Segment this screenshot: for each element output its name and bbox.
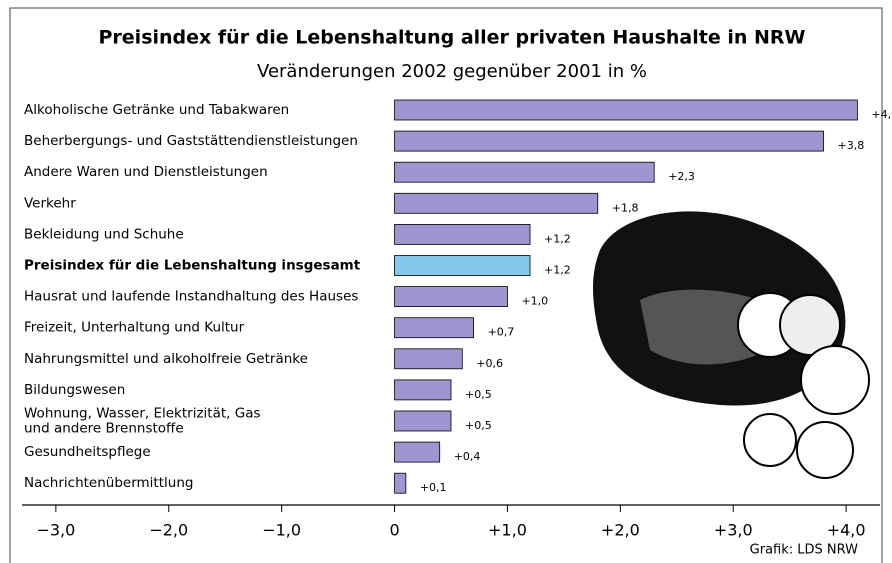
- category-label: Bekleidung und Schuhe: [24, 226, 184, 242]
- bar: [394, 348, 463, 370]
- source: Grafik: LDS NRW: [750, 543, 858, 558]
- x-tick-label: −2,0: [149, 521, 188, 540]
- category-label: Preisindex für die Lebenshaltung insgesa…: [24, 258, 361, 274]
- x-tick-label: −1,0: [262, 521, 301, 540]
- category-label: Andere Waren und Dienstleistungen: [24, 164, 268, 180]
- bar: [394, 192, 599, 214]
- value-label: +3,8: [838, 139, 865, 152]
- value-label: +0,4: [454, 450, 481, 463]
- bar: [394, 286, 508, 308]
- x-tick-label: +1,0: [488, 521, 527, 540]
- value-label: +1,2: [544, 232, 571, 245]
- value-label: +0,5: [465, 388, 492, 401]
- frame: [9, 7, 883, 563]
- x-tick-label: −3,0: [36, 521, 75, 540]
- bar: [394, 441, 441, 463]
- bar: [394, 472, 407, 494]
- category-label: Alkoholische Getränke und Tabakwaren: [24, 102, 289, 118]
- category-label: Wohnung, Wasser, Elektrizität, Gas und an…: [24, 406, 261, 437]
- value-label: +1,8: [612, 201, 639, 214]
- bar: [394, 317, 474, 339]
- value-label: +0,6: [476, 357, 503, 370]
- category-label: Hausrat und laufende Instandhaltung des …: [24, 289, 358, 305]
- bar: [394, 379, 452, 401]
- value-label: +1,2: [544, 264, 571, 277]
- value-label: +1,0: [521, 295, 548, 308]
- bar: [394, 130, 824, 152]
- x-tick-label: +4,0: [827, 521, 866, 540]
- x-tick-label: +3,0: [714, 521, 753, 540]
- category-label: Beherbergungs- und Gaststättendienstleis…: [24, 133, 358, 149]
- value-label: +0,1: [420, 481, 447, 494]
- bar: [394, 255, 531, 276]
- category-label: Verkehr: [24, 195, 76, 211]
- category-label: Nachrichtenübermittlung: [24, 475, 193, 491]
- bar: [394, 161, 655, 183]
- bar: [394, 410, 452, 432]
- value-label: +2,3: [668, 170, 695, 183]
- value-label: +0,5: [465, 419, 492, 432]
- purse-illustration: [593, 211, 870, 479]
- category-label: Freizeit, Unterhaltung und Kultur: [24, 320, 245, 336]
- chart-subtitle: Veränderungen 2002 gegenüber 2001 in %: [257, 61, 647, 82]
- value-label: +0,7: [488, 326, 515, 339]
- category-label: Gesundheitspflege: [24, 444, 151, 460]
- bar: [394, 99, 858, 121]
- x-tick-label: +2,0: [601, 521, 640, 540]
- bar: [394, 223, 531, 245]
- category-label: Bildungswesen: [24, 382, 125, 398]
- value-label: +4,1: [871, 108, 892, 121]
- chart-title: Preisindex für die Lebenshaltung aller p…: [99, 27, 806, 49]
- category-label: Nahrungsmittel und alkoholfreie Getränke: [24, 351, 308, 367]
- x-tick-label: 0: [389, 521, 399, 540]
